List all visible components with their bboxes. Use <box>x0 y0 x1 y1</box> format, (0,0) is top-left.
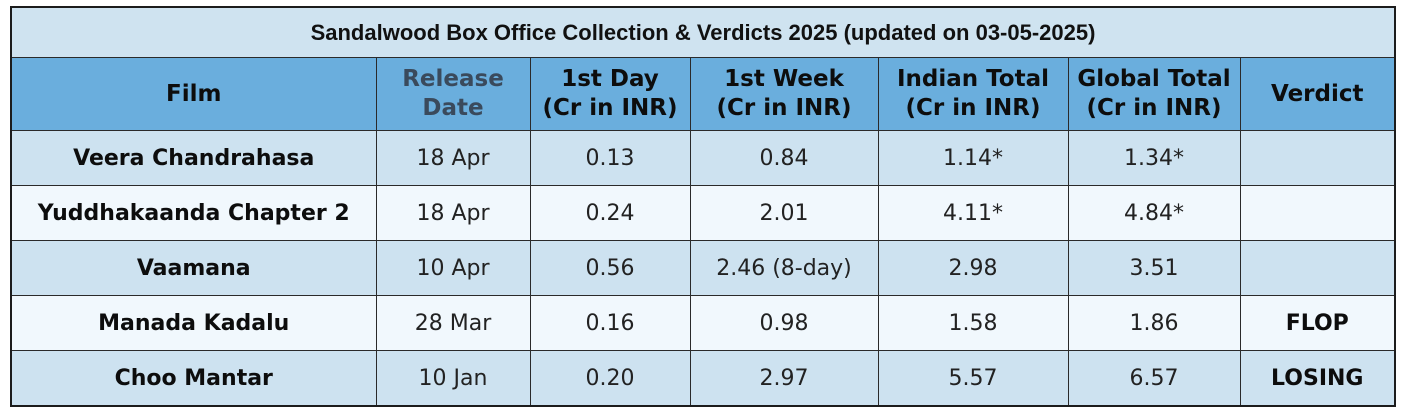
indian-total-value: 4.11* <box>877 185 1069 241</box>
title-row: Sandalwood Box Office Collection & Verdi… <box>10 6 1396 58</box>
film-name: Manada Kadalu <box>10 295 377 351</box>
global-total-value: 3.51 <box>1067 240 1241 296</box>
global-total-value: 6.57 <box>1067 350 1241 407</box>
header-film-label: Film <box>166 80 222 107</box>
first-day-value: 0.24 <box>529 185 691 241</box>
header-first-week: 1st Week (Cr in INR) <box>689 57 879 131</box>
table-title: Sandalwood Box Office Collection & Verdi… <box>10 6 1396 58</box>
verdict-value: LOSING <box>1239 350 1396 407</box>
first-week-value: 2.97 <box>689 350 879 407</box>
header-global-line1: Global Total <box>1077 66 1231 92</box>
header-release-line2: Date <box>422 95 484 121</box>
header-indian-line1: Indian Total <box>896 66 1049 92</box>
release-date: 10 Apr <box>375 240 531 296</box>
header-global-line2: (Cr in INR) <box>1086 95 1222 121</box>
film-name: Veera Chandrahasa <box>10 130 377 186</box>
first-week-value: 2.01 <box>689 185 879 241</box>
header-indian-line2: (Cr in INR) <box>905 95 1041 121</box>
table-row: Yuddhakaanda Chapter 2 18 Apr 0.24 2.01 … <box>10 185 1396 241</box>
global-total-value: 4.84* <box>1067 185 1241 241</box>
header-first-day: 1st Day (Cr in INR) <box>529 57 691 131</box>
table-row: Manada Kadalu 28 Mar 0.16 0.98 1.58 1.86… <box>10 295 1396 351</box>
film-name: Choo Mantar <box>10 350 377 407</box>
header-film: Film <box>10 57 377 131</box>
header-verdict-label: Verdict <box>1271 80 1364 107</box>
box-office-table-container: Sandalwood Box Office Collection & Verdi… <box>10 6 1397 407</box>
release-date: 18 Apr <box>375 130 531 186</box>
verdict-value <box>1239 185 1396 241</box>
header-global-total: Global Total (Cr in INR) <box>1067 57 1241 131</box>
first-week-value: 0.84 <box>689 130 879 186</box>
indian-total-value: 5.57 <box>877 350 1069 407</box>
header-row: Film Release Date 1st Day (Cr in INR) 1s… <box>10 57 1396 131</box>
first-day-value: 0.16 <box>529 295 691 351</box>
header-week1-line2: (Cr in INR) <box>716 95 852 121</box>
global-total-value: 1.34* <box>1067 130 1241 186</box>
table-row: Vaamana 10 Apr 0.56 2.46 (8-day) 2.98 3.… <box>10 240 1396 296</box>
release-date: 18 Apr <box>375 185 531 241</box>
header-day1-line1: 1st Day <box>561 66 659 92</box>
first-day-value: 0.13 <box>529 130 691 186</box>
header-release-line1: Release <box>402 66 504 92</box>
indian-total-value: 1.14* <box>877 130 1069 186</box>
verdict-value <box>1239 130 1396 186</box>
first-week-value: 2.46 (8-day) <box>689 240 879 296</box>
film-name: Vaamana <box>10 240 377 296</box>
verdict-value: FLOP <box>1239 295 1396 351</box>
release-date: 28 Mar <box>375 295 531 351</box>
header-week1-line1: 1st Week <box>724 66 844 92</box>
table-row: Choo Mantar 10 Jan 0.20 2.97 5.57 6.57 L… <box>10 350 1396 407</box>
global-total-value: 1.86 <box>1067 295 1241 351</box>
verdict-value <box>1239 240 1396 296</box>
header-release-date: Release Date <box>375 57 531 131</box>
indian-total-value: 2.98 <box>877 240 1069 296</box>
film-name: Yuddhakaanda Chapter 2 <box>10 185 377 241</box>
header-indian-total: Indian Total (Cr in INR) <box>877 57 1069 131</box>
first-week-value: 0.98 <box>689 295 879 351</box>
box-office-table: Sandalwood Box Office Collection & Verdi… <box>10 6 1397 407</box>
release-date: 10 Jan <box>375 350 531 407</box>
first-day-value: 0.56 <box>529 240 691 296</box>
indian-total-value: 1.58 <box>877 295 1069 351</box>
header-verdict: Verdict <box>1239 57 1396 131</box>
table-row: Veera Chandrahasa 18 Apr 0.13 0.84 1.14*… <box>10 130 1396 186</box>
first-day-value: 0.20 <box>529 350 691 407</box>
header-day1-line2: (Cr in INR) <box>542 95 678 121</box>
